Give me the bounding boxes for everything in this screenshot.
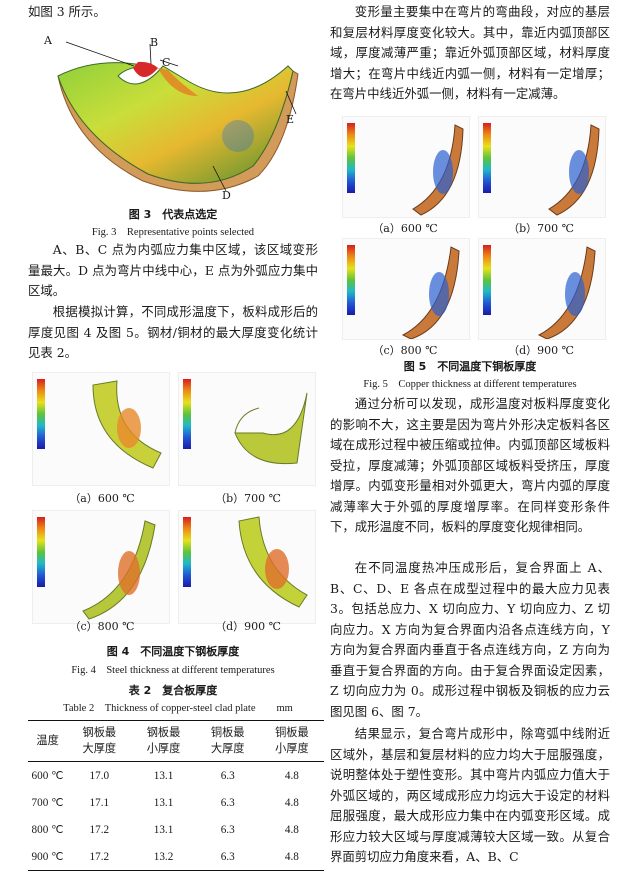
left-paragraph-2: 根据模拟计算，不同成形温度下，板料成形后的厚度见图 4 及图 5。钢材/铜材的最… xyxy=(28,304,318,360)
point-label-a: A xyxy=(44,34,52,47)
table-header: 钢板最大厚度 xyxy=(82,727,117,755)
table2-title-cn: 表 2 复合板厚度 xyxy=(128,684,218,697)
fig5-sub-a: （a）600 ℃ xyxy=(372,222,438,235)
table-header: 铜板最大厚度 xyxy=(210,727,245,755)
color-legend xyxy=(183,517,191,587)
fig5-sub-c: （c）800 ℃ xyxy=(372,344,438,357)
fig5-sub-d: （d）900 ℃ xyxy=(508,344,574,357)
figure-4: （a）600 ℃ （b）700 ℃ （c）800 ℃ （d）900 ℃ xyxy=(32,372,316,633)
fig4-caption-cn: 图 4 不同温度下钢板厚度 xyxy=(106,645,240,658)
point-label-c: C xyxy=(162,56,171,69)
table-cell: 13.2 xyxy=(153,850,174,863)
table-cell: 13.1 xyxy=(153,796,174,809)
color-legend xyxy=(483,245,491,315)
table-cell: 6.3 xyxy=(220,769,235,782)
table-header: 钢板最小厚度 xyxy=(146,727,181,755)
figure-5: （a）600 ℃ （b）700 ℃ （c）800 ℃ （d）900 ℃ xyxy=(330,116,610,360)
color-legend xyxy=(347,245,355,315)
table-cell: 4.8 xyxy=(284,796,299,809)
fig5-caption-cn: 图 5 不同温度下铜板厚度 xyxy=(403,360,537,373)
right-paragraph-3: 在不同温度热冲压成形后，复合界面上 A、B、C、D、E 各点在成型过程中的最大应… xyxy=(330,560,610,719)
fig5-panel-c xyxy=(342,238,470,340)
table-header: 铜板最小厚度 xyxy=(275,727,309,755)
table-cell: 17.2 xyxy=(89,823,110,836)
fig5-sub-b: （b）700 ℃ xyxy=(508,222,574,235)
fig4-sub-b: （b）700 ℃ xyxy=(215,492,281,505)
table-cell: 13.1 xyxy=(153,769,174,782)
fig3-caption-en: Fig. 3 Representative points selected xyxy=(91,227,255,238)
table-cell: 4.8 xyxy=(284,850,299,863)
color-legend xyxy=(37,379,45,449)
table-cell: 900 ℃ xyxy=(31,851,64,863)
table-cell: 6.3 xyxy=(220,823,235,836)
fig3-bent-plate-image xyxy=(57,41,299,192)
left-paragraph-1: A、B、C 点为内弧应力集中区域，该区域变形量最大。D 点为弯片中线中心，E 点… xyxy=(28,242,318,298)
table-cell: 6.3 xyxy=(220,850,235,863)
right-paragraph-1: 变形量主要集中在弯片的弯曲段，对应的基层和复层材料厚度变化较大。其中，靠近内弧顶… xyxy=(330,4,610,101)
figure-3: A B C D E xyxy=(38,26,308,202)
right-paragraph-2: 通过分析可以发现，成形温度对板料厚度变化的影响不大，这主要是因为弯片外形决定板料… xyxy=(330,396,610,534)
table-cell: 4.8 xyxy=(284,769,299,782)
table-cell: 17.2 xyxy=(89,850,110,863)
fig4-sub-d: （d）900 ℃ xyxy=(215,620,281,633)
point-label-b: B xyxy=(150,36,159,49)
table-cell: 17.1 xyxy=(89,796,110,809)
fig4-panel-d xyxy=(178,510,316,624)
table-row: 700 ℃ 17.1 13.1 6.3 4.8 xyxy=(28,789,324,816)
point-label-e: E xyxy=(286,113,295,126)
table-row: 600 ℃ 17.0 13.1 6.3 4.8 xyxy=(28,762,324,790)
table-cell: 4.8 xyxy=(284,823,299,836)
table-cell: 600 ℃ xyxy=(31,770,64,782)
fig5-caption-en: Fig. 5 Copper thickness at different tem… xyxy=(363,379,577,390)
table-header: 温度 xyxy=(36,735,59,747)
fig5-panel-d xyxy=(478,238,606,340)
color-legend xyxy=(347,123,355,193)
fig4-sub-a: （a）600 ℃ xyxy=(69,492,135,505)
fig4-panel-b xyxy=(178,372,316,486)
fig4-panel-a xyxy=(32,372,170,486)
fig4-sub-c: （c）800 ℃ xyxy=(69,620,135,633)
intro-text: 如图 3 所示。 xyxy=(28,4,106,19)
table-cell: 17.0 xyxy=(89,769,110,782)
table-cell: 13.1 xyxy=(153,823,174,836)
fig5-panel-a xyxy=(342,116,470,218)
color-legend xyxy=(183,379,191,449)
table-cell: 6.3 xyxy=(220,796,235,809)
color-legend xyxy=(37,517,45,587)
point-label-d: D xyxy=(222,189,231,202)
fig5-panel-b xyxy=(478,116,606,218)
table-cell: 700 ℃ xyxy=(31,797,64,809)
fig4-caption-en: Fig. 4 Steel thickness at different temp… xyxy=(71,665,275,676)
table-row: 800 ℃ 17.2 13.1 6.3 4.8 xyxy=(28,816,324,843)
table-cell: 800 ℃ xyxy=(31,824,64,836)
color-legend xyxy=(483,123,491,193)
table-row: 900 ℃ 17.2 13.2 6.3 4.8 xyxy=(28,843,324,871)
fig4-panel-c xyxy=(32,510,170,624)
table2-title-en: Table 2 Thickness of copper-steel clad p… xyxy=(63,703,293,714)
right-paragraph-4: 结果显示，复合弯片成形中，除弯弧中线附近区域外，基层和复层材料的应力均大于屈服强… xyxy=(330,726,610,864)
fig3-caption-cn: 图 3 代表点选定 xyxy=(128,208,218,221)
table-2: 温度 钢板最大厚度 钢板最小厚度 铜板最大厚度 铜板最小厚度 600 ℃ 17.… xyxy=(28,720,324,871)
